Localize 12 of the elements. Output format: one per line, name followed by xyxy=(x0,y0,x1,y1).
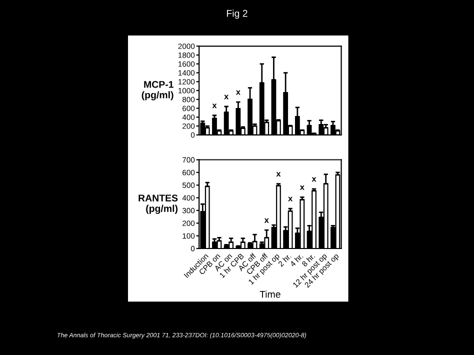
x-axis-title: Time xyxy=(260,290,280,298)
annotation: x xyxy=(264,218,269,223)
annotation: x xyxy=(288,196,293,202)
annotation: x xyxy=(300,185,304,190)
annotation: x xyxy=(212,104,217,108)
y-axis-title: MCP-1 (pg/ml) xyxy=(142,80,174,100)
annotation: x xyxy=(236,90,240,95)
y-axis-title: RANTES (pg/ml) xyxy=(138,194,178,214)
annotation: x xyxy=(276,172,281,177)
chart-title: Fig 2 xyxy=(226,10,248,19)
annotation: x xyxy=(312,177,316,182)
annotation: x xyxy=(224,94,229,100)
